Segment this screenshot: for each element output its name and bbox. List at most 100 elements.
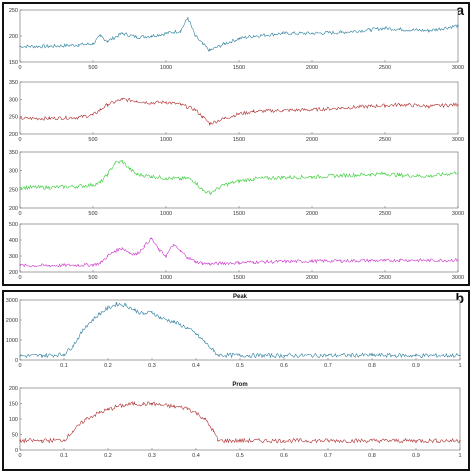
data-point — [457, 103, 459, 106]
data-point — [107, 307, 109, 309]
x-tick-label: 0.1 — [60, 363, 68, 369]
data-point — [19, 355, 21, 357]
y-tick-label: 250 — [9, 115, 18, 121]
data-point — [283, 440, 285, 442]
data-point — [165, 101, 167, 103]
data-point — [428, 30, 430, 32]
x-tick-label: 2000 — [306, 137, 318, 143]
x-tick-label: 3000 — [452, 137, 464, 143]
data-point — [136, 100, 138, 102]
x-tick-label: 0.5 — [236, 363, 244, 369]
data-point — [204, 341, 206, 343]
data-point — [151, 402, 153, 405]
data-point — [399, 174, 401, 176]
data-point — [209, 192, 211, 194]
data-point — [180, 250, 182, 252]
x-tick-label: 0.8 — [368, 363, 376, 369]
plot-frame — [19, 9, 459, 63]
data-point — [239, 354, 241, 356]
panel-a-letter: a — [456, 2, 464, 18]
x-tick-label: 0.9 — [412, 363, 420, 369]
x-tick-label: 1 — [458, 363, 461, 369]
data-point — [283, 355, 285, 357]
plot-frame — [19, 151, 459, 209]
data-point — [223, 184, 225, 186]
data-point — [428, 259, 430, 262]
data-point — [327, 354, 329, 356]
data-point — [282, 261, 284, 263]
data-point — [19, 440, 21, 442]
data-point — [194, 181, 196, 183]
data-point — [384, 173, 386, 175]
data-point — [121, 32, 123, 35]
data-point — [239, 440, 241, 442]
data-point — [213, 430, 215, 432]
y-tick-label: 3000 — [6, 298, 18, 304]
data-point — [173, 406, 175, 408]
data-point — [99, 182, 101, 184]
data-point — [121, 160, 123, 162]
data-point — [457, 25, 459, 27]
data-point — [107, 40, 109, 42]
data-point — [194, 35, 196, 37]
data-point — [201, 116, 204, 118]
data-point — [92, 184, 94, 186]
data-point — [85, 418, 87, 420]
data-point — [282, 176, 284, 178]
data-point — [282, 109, 284, 112]
x-tick-label: 0.6 — [280, 453, 288, 459]
data-point — [48, 265, 50, 267]
data-point — [187, 257, 189, 259]
data-point — [384, 27, 386, 29]
x-tick-label: 2500 — [379, 65, 391, 71]
y-tick-label: 350 — [9, 150, 18, 156]
y-tick-label: 300 — [9, 97, 18, 103]
data-point — [19, 45, 21, 48]
x-tick-label: 0.7 — [324, 453, 332, 459]
data-point — [98, 412, 100, 414]
data-point — [428, 175, 430, 177]
data-point — [340, 260, 342, 262]
x-tick-label: 3000 — [452, 65, 464, 71]
data-point — [195, 412, 197, 414]
x-tick-label: 0 — [18, 137, 21, 143]
data-point — [172, 244, 174, 246]
data-point — [77, 116, 79, 118]
x-tick-label: 0.3 — [148, 363, 156, 369]
data-point — [415, 355, 417, 357]
data-point — [371, 354, 373, 356]
data-point — [128, 168, 131, 170]
data-point — [457, 171, 459, 174]
data-point — [311, 176, 313, 178]
x-tick-label: 0 — [18, 275, 21, 281]
x-tick-label: 2500 — [379, 137, 391, 143]
x-tick-label: 2500 — [379, 211, 391, 217]
data-point — [180, 30, 182, 32]
data-point — [213, 350, 215, 352]
data-point — [459, 354, 461, 356]
data-point — [125, 404, 127, 406]
data-point — [238, 180, 240, 182]
data-point — [99, 262, 101, 264]
data-point — [19, 265, 21, 267]
data-point — [180, 178, 182, 180]
data-point — [209, 123, 211, 125]
data-point — [384, 104, 386, 107]
x-tick-label: 0.6 — [280, 363, 288, 369]
data-point — [19, 186, 21, 189]
plot-title: Prom — [232, 382, 247, 388]
data-point — [223, 117, 225, 119]
x-tick-label: 0.2 — [104, 453, 112, 459]
y-tick-label: 0 — [15, 448, 18, 454]
y-tick-label: 50 — [12, 433, 18, 439]
y-tick-label: 200 — [9, 386, 18, 392]
data-point — [201, 43, 204, 45]
x-tick-label: 1000 — [160, 137, 172, 143]
x-tick-label: 2000 — [306, 211, 318, 217]
y-tick-label: 200 — [9, 132, 18, 138]
data-point — [41, 440, 43, 442]
y-tick-label: 300 — [9, 254, 18, 260]
data-point — [114, 162, 116, 164]
data-point — [194, 261, 196, 263]
data-point — [160, 404, 162, 406]
